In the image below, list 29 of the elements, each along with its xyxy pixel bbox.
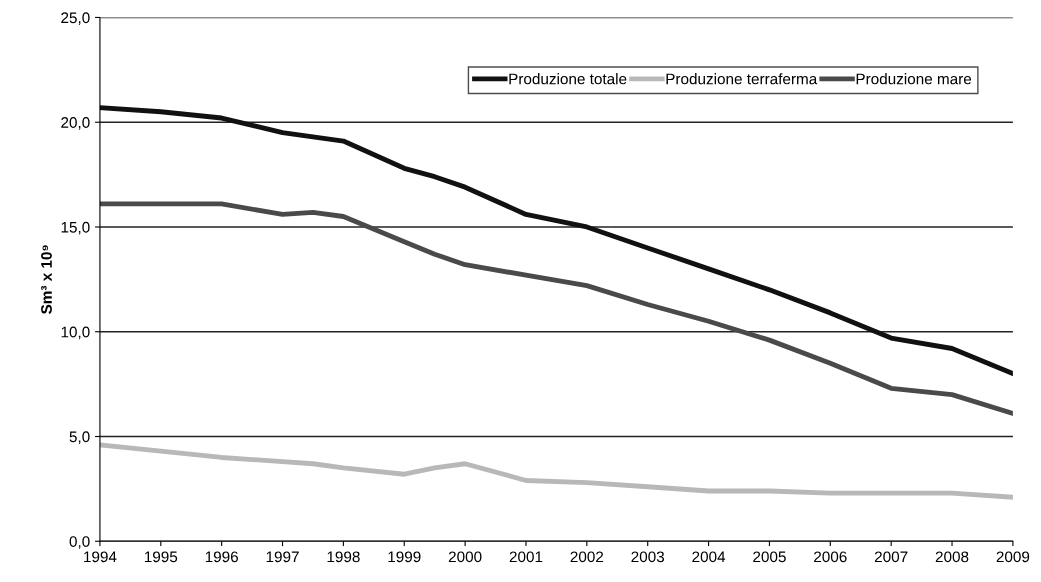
- x-tick-label: 2005: [753, 551, 786, 563]
- x-tick-label: 2001: [509, 551, 543, 563]
- legend-label: Produzione totale: [509, 73, 627, 85]
- x-tick-label: 1994: [84, 551, 117, 563]
- x-tick-label: 2003: [631, 551, 665, 563]
- x-tick-label: 2006: [814, 551, 847, 563]
- y-tick-label: 0,0: [69, 536, 90, 549]
- x-tick-label: 2007: [874, 551, 908, 563]
- x-tick-label: 1995: [144, 551, 178, 563]
- legend-label: Produzione mare: [856, 73, 972, 85]
- y-tick-label: 5,0: [69, 431, 90, 444]
- y-tick-label: 20,0: [61, 117, 90, 130]
- x-tick-label: 1999: [388, 551, 421, 563]
- y-axis-title: Sm³ x 10⁹: [41, 245, 52, 314]
- line-series: [99, 442, 1013, 500]
- line-series: [99, 105, 1013, 377]
- y-tick-label: 10,0: [61, 326, 90, 340]
- x-tick-label: 2009: [996, 551, 1030, 563]
- y-tick-label: 15,0: [61, 221, 90, 235]
- x-tick-label: 2004: [692, 551, 726, 563]
- line-series: [99, 201, 1013, 416]
- x-tick-label: 2002: [570, 551, 604, 563]
- x-tick-label: 1997: [266, 551, 299, 563]
- legend-label: Produzione terraferma: [666, 73, 818, 85]
- x-tick-label: 2008: [935, 551, 969, 563]
- x-tick-label: 2000: [448, 551, 482, 563]
- x-tick-label: 1996: [205, 551, 238, 563]
- x-tick-label: 1998: [327, 551, 360, 563]
- y-tick-label: 25,0: [61, 12, 90, 25]
